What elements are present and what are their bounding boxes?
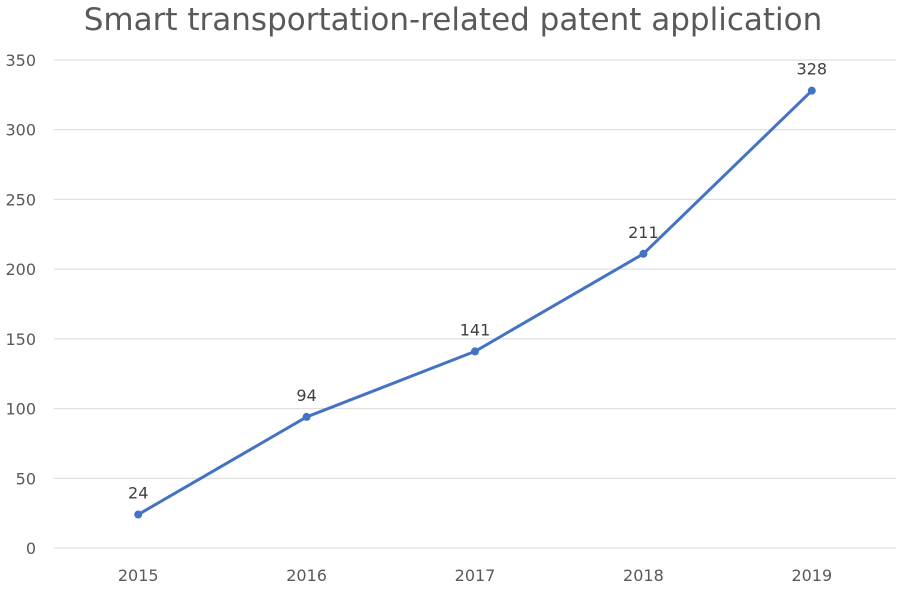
- x-tick-label: 2018: [623, 566, 664, 585]
- y-tick-label: 0: [26, 539, 36, 558]
- data-label: 328: [797, 60, 828, 79]
- y-tick-label: 250: [5, 190, 36, 209]
- x-tick-label: 2015: [118, 566, 159, 585]
- data-point: [134, 510, 143, 519]
- y-tick-label: 100: [5, 400, 36, 419]
- series-line: [136, 89, 814, 517]
- y-tick-label: 350: [5, 51, 36, 70]
- y-tick-label: 200: [5, 260, 36, 279]
- x-tick-label: 2019: [791, 566, 832, 585]
- data-label: 141: [460, 320, 491, 339]
- data-label: 24: [128, 484, 148, 503]
- data-point: [807, 86, 816, 95]
- data-point: [639, 249, 648, 258]
- y-tick-label: 50: [16, 469, 36, 488]
- x-tick-label: 2017: [455, 566, 496, 585]
- x-tick-label: 2016: [286, 566, 327, 585]
- data-point: [471, 347, 479, 356]
- data-label: 94: [296, 386, 316, 405]
- chart-title: Smart transportation-related patent appl…: [83, 2, 823, 38]
- data-label: 211: [628, 223, 659, 242]
- data-point: [302, 412, 311, 421]
- y-tick-label: 300: [5, 121, 36, 140]
- y-tick-label: 150: [5, 330, 36, 349]
